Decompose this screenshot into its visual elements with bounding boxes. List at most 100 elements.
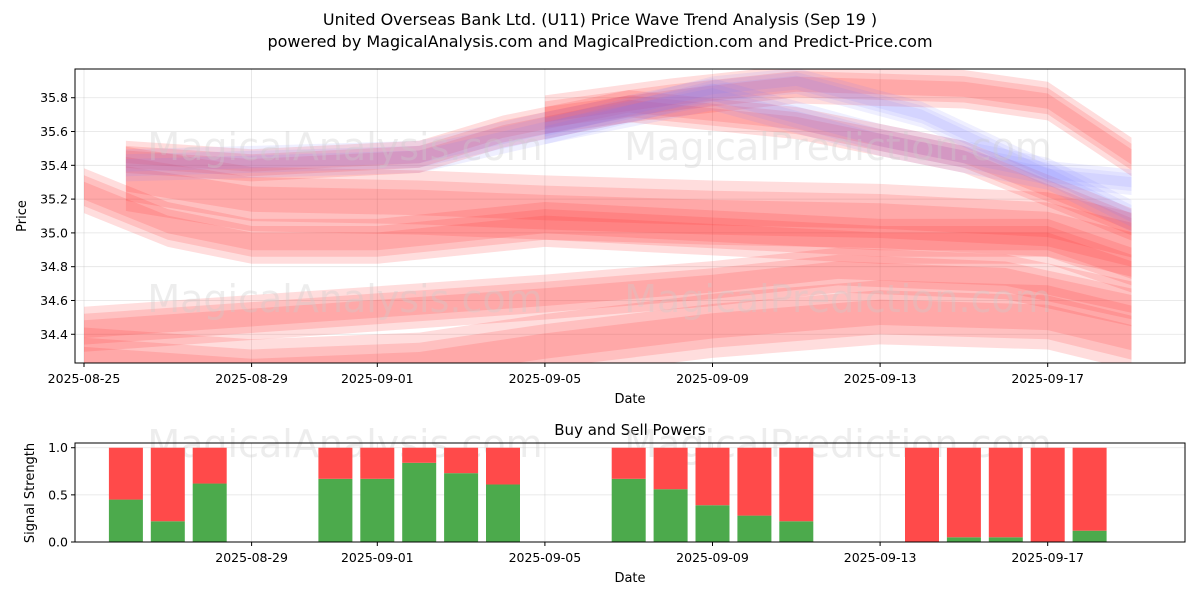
price-wave-band — [84, 261, 1132, 339]
price-wave-band — [544, 72, 1132, 191]
buy-power-bar — [946, 537, 981, 542]
sell-power-bar — [946, 447, 981, 538]
power-y-axis-label: Signal Strength — [23, 443, 38, 543]
price-y-tick-label: 35.4 — [40, 158, 68, 173]
sell-power-bar — [150, 447, 185, 522]
price-x-tick-label: 2025-09-05 — [509, 371, 582, 386]
power-x-tick-label: 2025-09-01 — [341, 550, 414, 565]
price-y-tick-label: 35.8 — [40, 90, 68, 105]
price-wave-band — [84, 290, 1132, 363]
power-x-tick-label: 2025-09-09 — [676, 550, 749, 565]
price-plot-frame — [74, 68, 1186, 364]
power-x-tick-label: 2025-08-29 — [215, 550, 288, 565]
price-wave-band — [84, 299, 1132, 363]
sell-power-bar — [108, 447, 143, 500]
price-wave-band — [84, 280, 1132, 363]
power-x-tick-label: 2025-09-05 — [509, 550, 582, 565]
price-y-ticks: 34.4 34.6 34.8 35.0 35.2 35.4 35.6 35.8 — [40, 90, 75, 342]
watermark-prediction: MagicalPrediction.com — [624, 125, 1052, 169]
price-x-tick-label: 2025-09-17 — [1011, 371, 1084, 386]
price-x-ticks: 2025-08-25 2025-08-29 2025-09-01 2025-09-05… — [48, 363, 1084, 386]
sell-power-bar — [611, 447, 646, 479]
price-wave-band — [84, 175, 1132, 286]
price-wave-band — [84, 247, 1132, 352]
buy-power-bar — [360, 478, 395, 542]
price-wave-band — [125, 83, 1132, 228]
price-wave-band — [125, 146, 1132, 277]
sell-power-bar — [653, 447, 688, 490]
price-x-tick-label: 2025-09-13 — [844, 371, 917, 386]
price-wave-band — [125, 156, 1132, 267]
price-y-tick-label: 34.4 — [40, 327, 68, 342]
buy-power-bar — [402, 462, 437, 542]
price-wave-band — [125, 166, 1132, 258]
price-wave-band — [544, 69, 1132, 195]
buy-power-bar — [737, 515, 772, 542]
buy-power-bar — [779, 521, 814, 542]
buy-power-bar — [108, 499, 143, 542]
buy-power-bar — [444, 473, 479, 542]
power-plot-frame — [74, 442, 1186, 543]
price-wave-band — [84, 181, 1132, 279]
buy-power-bar — [150, 521, 185, 542]
watermark-prediction: MagicalPrediction.com — [624, 277, 1052, 321]
watermark-analysis: MagicalAnalysis.com — [147, 125, 542, 169]
price-x-tick-label: 2025-08-29 — [215, 371, 288, 386]
price-grid — [75, 69, 1185, 363]
price-wave-band — [125, 78, 1132, 233]
power-panel: Buy and Sell Powers MagicalAnalysis.com … — [23, 421, 1186, 586]
price-wave-band — [544, 76, 1132, 165]
price-wave-band — [125, 99, 1132, 231]
power-y-tick-label: 0.0 — [48, 535, 68, 550]
sell-power-bar — [318, 447, 353, 479]
power-x-axis-label: Date — [614, 571, 645, 586]
sell-power-bar — [360, 447, 395, 479]
price-panel: MagicalAnalysis.com MagicalPrediction.co… — [15, 68, 1186, 407]
sell-power-bar — [192, 447, 227, 484]
sell-power-bar — [1030, 447, 1065, 542]
price-waves — [84, 69, 1132, 363]
power-x-tick-label: 2025-09-17 — [1011, 550, 1084, 565]
power-y-tick-label: 1.0 — [48, 440, 68, 455]
price-x-axis-label: Date — [614, 392, 645, 407]
price-wave-band — [125, 90, 1132, 241]
price-y-axis-label: Price — [15, 200, 30, 232]
buy-power-bar — [1072, 530, 1107, 542]
price-x-tick-label: 2025-08-25 — [48, 371, 121, 386]
price-wave-band — [84, 254, 1132, 345]
sell-power-bar — [695, 447, 730, 506]
sell-power-bar — [486, 447, 520, 485]
sell-power-bar — [444, 447, 479, 474]
price-x-tick-label: 2025-09-01 — [341, 371, 414, 386]
price-wave-band — [544, 69, 1132, 177]
price-y-tick-label: 35.6 — [40, 124, 68, 139]
power-bars — [108, 447, 1107, 542]
buy-power-bar — [653, 489, 688, 542]
buy-power-bar — [486, 484, 520, 542]
price-y-tick-label: 34.8 — [40, 259, 68, 274]
sell-power-bar — [905, 447, 939, 542]
sell-power-bar — [1072, 447, 1107, 531]
price-wave-band — [84, 168, 1132, 293]
power-chart-title: Buy and Sell Powers — [554, 421, 706, 439]
price-wave-band — [544, 75, 1132, 188]
price-x-tick-label: 2025-09-09 — [676, 371, 749, 386]
price-watermarks: MagicalAnalysis.com MagicalPrediction.co… — [147, 125, 1051, 321]
watermark-analysis: MagicalAnalysis.com — [147, 277, 542, 321]
sell-power-bar — [402, 447, 437, 463]
sell-power-bar — [988, 447, 1023, 538]
buy-power-bar — [611, 478, 646, 542]
power-y-tick-label: 0.5 — [48, 487, 68, 502]
buy-power-bar — [988, 537, 1023, 542]
chart-title-line1: United Overseas Bank Ltd. (U11) Price Wa… — [323, 10, 877, 29]
buy-power-bar — [318, 478, 353, 542]
price-y-tick-label: 35.2 — [40, 192, 68, 207]
power-y-ticks: 0.0 0.5 1.0 — [48, 440, 75, 550]
watermark-prediction: MagicalPrediction.com — [624, 422, 1052, 466]
price-wave-band — [125, 88, 1132, 223]
chart-title-line2: powered by MagicalAnalysis.com and Magic… — [267, 32, 932, 51]
sell-power-bar — [737, 447, 772, 516]
buy-power-bar — [695, 505, 730, 542]
power-x-ticks: 2025-08-29 2025-09-01 2025-09-05 2025-09-09… — [215, 542, 1084, 565]
